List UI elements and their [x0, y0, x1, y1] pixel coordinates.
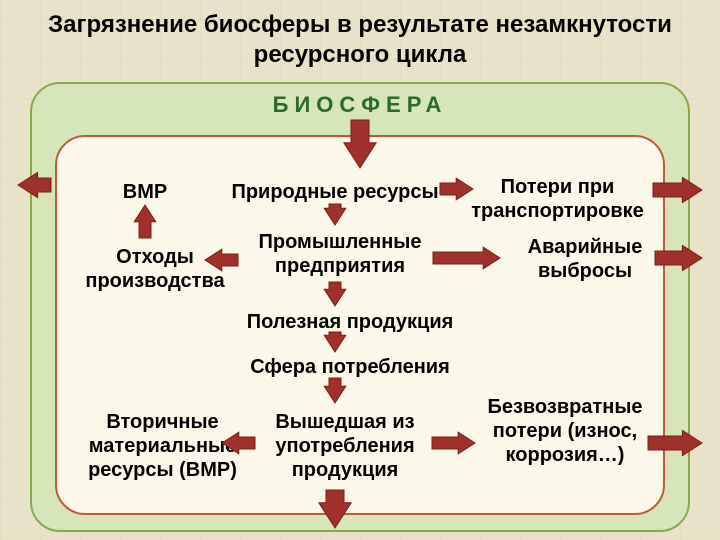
node-useful-product: Полезная продукция [240, 310, 460, 334]
node-vmr: ВМР [100, 180, 190, 204]
node-transport-losses: Потери при транспортировке [460, 175, 655, 223]
page-title: Загрязнение биосферы в результате незамк… [0, 10, 720, 70]
node-enterprises: Промышленные предприятия [250, 230, 430, 278]
node-irrecoverable-losses: Безвозвратные потери (износ, коррозия…) [480, 395, 650, 467]
node-out-of-use: Вышедшая из употребления продукция [260, 410, 430, 482]
node-consumption: Сфера потребления [240, 355, 460, 379]
node-secondary-resources: Вторичные материальные ресурсы (ВМР) [75, 410, 250, 482]
biosphere-label: БИОСФЕРА [0, 92, 720, 118]
node-production-waste: Отходы производства [80, 245, 230, 293]
node-emissions: Аварийные выбросы [510, 235, 660, 283]
node-resources: Природные ресурсы [225, 180, 445, 204]
